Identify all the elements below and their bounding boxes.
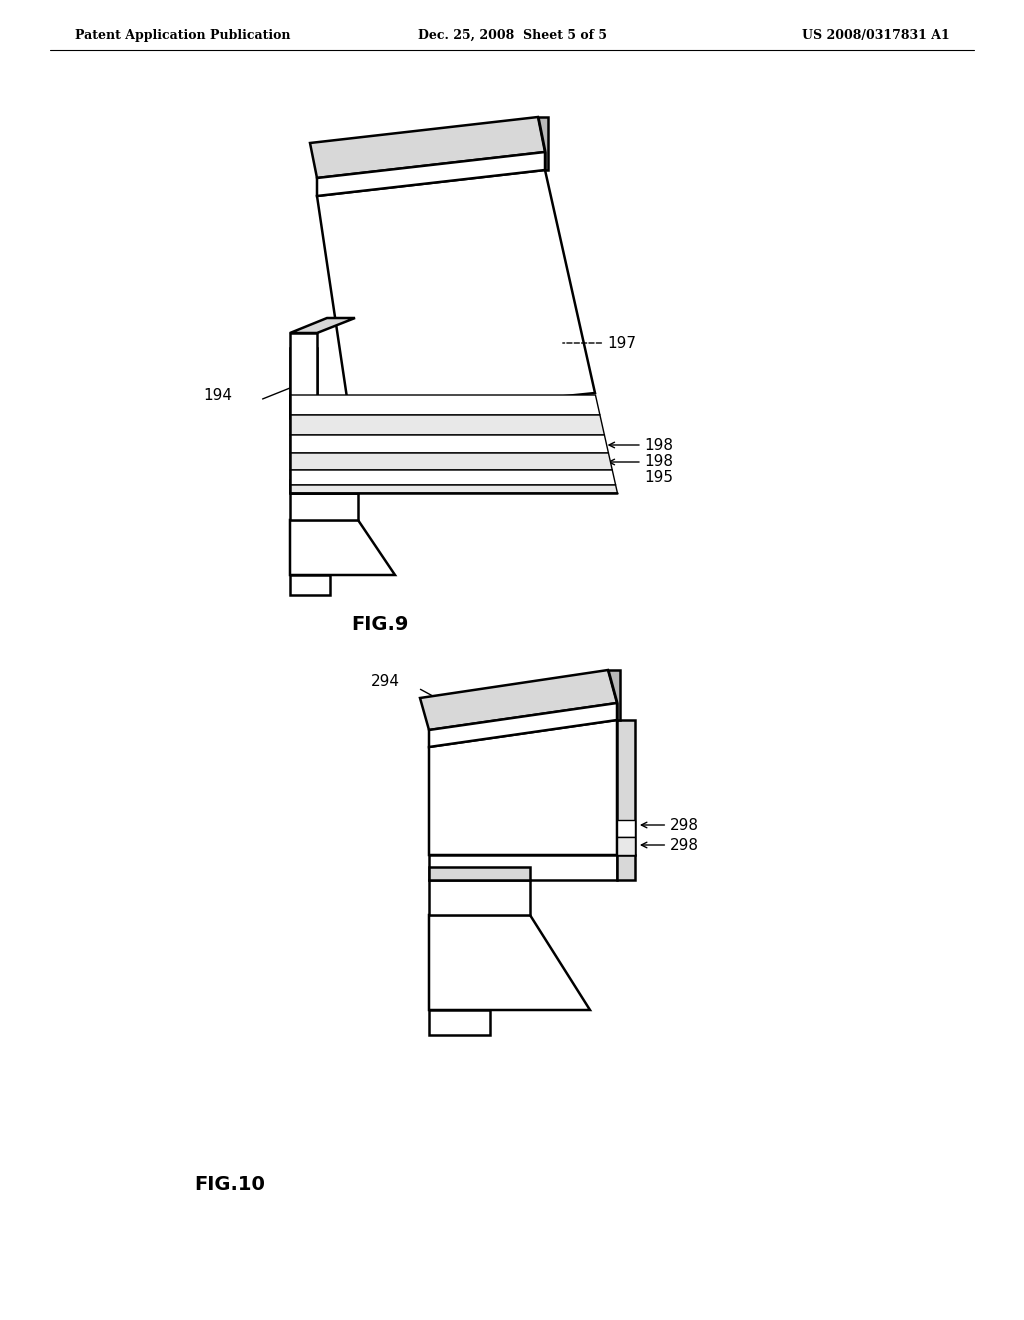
Polygon shape — [429, 1010, 490, 1035]
Text: 294: 294 — [371, 675, 400, 689]
Polygon shape — [420, 671, 617, 730]
Text: 197: 197 — [563, 335, 636, 351]
Text: Dec. 25, 2008  Sheet 5 of 5: Dec. 25, 2008 Sheet 5 of 5 — [418, 29, 606, 41]
Polygon shape — [538, 117, 548, 170]
Polygon shape — [290, 492, 358, 520]
Text: US 2008/0317831 A1: US 2008/0317831 A1 — [802, 29, 950, 41]
Polygon shape — [290, 395, 600, 414]
Polygon shape — [617, 855, 635, 880]
Polygon shape — [429, 915, 590, 1010]
Text: 298: 298 — [641, 837, 699, 853]
Polygon shape — [290, 470, 615, 484]
Text: FIG.10: FIG.10 — [195, 1176, 265, 1195]
Polygon shape — [429, 867, 530, 880]
Polygon shape — [429, 704, 617, 747]
Polygon shape — [290, 333, 317, 418]
Text: 194: 194 — [203, 388, 232, 403]
Polygon shape — [608, 671, 620, 719]
Text: 298: 298 — [641, 817, 699, 833]
Polygon shape — [290, 348, 317, 418]
Text: Patent Application Publication: Patent Application Publication — [75, 29, 291, 41]
Text: FIG.9: FIG.9 — [351, 615, 409, 635]
Polygon shape — [290, 453, 612, 470]
Text: 198: 198 — [609, 454, 674, 470]
Polygon shape — [617, 837, 635, 855]
Polygon shape — [317, 170, 595, 418]
Polygon shape — [429, 719, 617, 855]
Polygon shape — [290, 576, 330, 595]
Polygon shape — [290, 318, 355, 333]
Polygon shape — [429, 880, 530, 915]
Polygon shape — [429, 855, 617, 880]
Polygon shape — [617, 719, 635, 855]
Polygon shape — [290, 484, 617, 492]
Polygon shape — [317, 152, 545, 195]
Polygon shape — [617, 820, 635, 837]
Text: 198: 198 — [609, 437, 674, 453]
Polygon shape — [290, 436, 608, 453]
Polygon shape — [290, 480, 358, 492]
Polygon shape — [290, 520, 395, 576]
Polygon shape — [290, 414, 604, 436]
Polygon shape — [310, 117, 545, 178]
Text: 195: 195 — [645, 470, 674, 484]
